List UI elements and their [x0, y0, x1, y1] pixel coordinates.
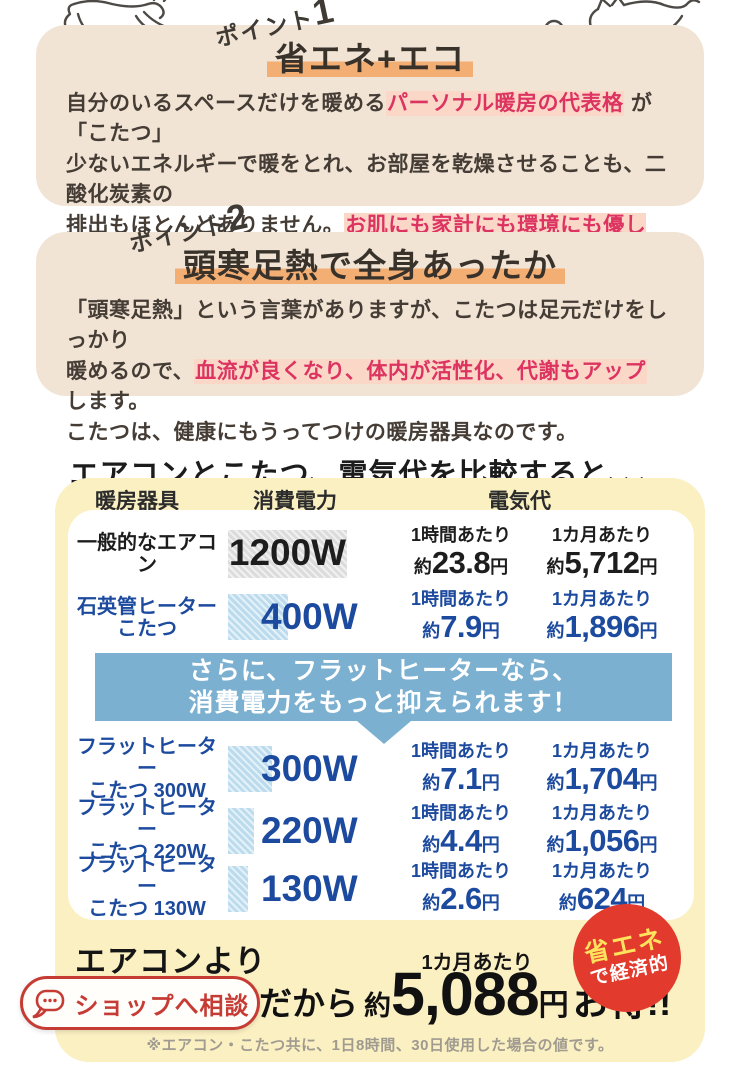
flat-heater-banner: さらに、フラットヒーターなら、 消費電力をもっと抑えられます！ — [95, 653, 672, 721]
point2-title: 頭寒足熱で全身あったか — [66, 246, 674, 286]
header-cost: 電気代 — [488, 490, 551, 513]
savings-period-label: 1カ月あたり — [421, 952, 533, 974]
per-hour-label: 1時間あたり — [410, 741, 511, 761]
consult-shop-label: ショップへ相談 — [74, 992, 250, 1020]
point2-section: ポイント2 頭寒足熱で全身あったか 「頭寒足熱」という言葉がありますが、こたつは… — [36, 195, 704, 444]
cost-per-month: 1カ月あたり 約5,712円 — [546, 525, 658, 580]
per-month-label: 1カ月あたり — [551, 589, 652, 609]
cost-per-month: 1カ月あたり 約1,056円 — [546, 803, 658, 858]
power-value: 400W — [261, 596, 358, 637]
header-appliance: 暖房器具 — [95, 490, 179, 513]
point1-title: 省エネ+エコ — [66, 39, 674, 79]
appliance-name: フラットヒーター こたつ 130W — [77, 854, 217, 920]
per-month-label: 1カ月あたり — [551, 861, 652, 881]
per-month-label: 1カ月あたり — [551, 741, 652, 761]
savings-amount: 5,088 — [391, 960, 540, 1028]
point1-section: ポイント1 省エネ+エコ 自分のいるスペースだけを暖めるパーソナル暖房の代表格 … — [36, 0, 704, 298]
point2-text-line2: 暖めるので、血流が良くなり、体内が活性化、代謝もアップ します。 — [66, 358, 647, 414]
appliance-name: 石英管ヒーター こたつ — [77, 596, 217, 640]
per-hour-label: 1時間あたり — [410, 861, 511, 881]
appliance-name: 一般的なエアコン — [77, 532, 217, 576]
power-bar — [228, 808, 254, 854]
power-value: 130W — [261, 868, 358, 909]
power-value: 1200W — [228, 532, 347, 573]
power-bar — [228, 746, 272, 792]
power-value: 300W — [261, 748, 358, 789]
per-hour-label: 1時間あたり — [410, 589, 511, 609]
power-bar — [228, 594, 288, 640]
table-row: 石英管ヒーター こたつ 400W 1時間あたり 約7.9円 1カ月あたり 約1,8… — [68, 586, 694, 650]
appliance-name: フラットヒーター こたつ 220W — [77, 797, 217, 863]
table-row: フラットヒーター こたつ 220W 220W 1時間あたり 約4.4円 1カ月あた… — [68, 797, 694, 863]
savings-lead: エアコンより — [75, 944, 267, 979]
point2-text-line3: こたつは、健康にもうってつけの暖房器具なのです。 — [66, 420, 578, 444]
table-body: 一般的なエアコン 1200W 1時間あたり 約23.8円 1カ月あたり 約5,7… — [68, 510, 694, 920]
comparison-table: 暖房器具 消費電力 電気代 一般的なエアコン 1200W 1時間あたり 約23.… — [55, 478, 705, 1062]
power-value: 220W — [261, 810, 358, 851]
table-row: フラットヒーター こたつ 130W 130W 1時間あたり 約2.6円 1カ月あた… — [68, 854, 694, 920]
table-row: フラットヒーター こたつ 300W 300W 1時間あたり 約7.1円 1カ月あた… — [68, 736, 694, 802]
cost-per-hour: 1時間あたり 約2.6円 — [410, 861, 511, 916]
cost-per-hour: 1時間あたり 約7.1円 — [410, 741, 511, 796]
power-bar — [228, 530, 347, 578]
power-bar — [228, 866, 248, 912]
per-hour-label: 1時間あたり — [410, 803, 511, 823]
header-power: 消費電力 — [253, 490, 337, 513]
cost-per-month: 1カ月あたり 約1,704円 — [546, 741, 658, 796]
point1-text-line1: 自分のいるスペースだけを暖めるパーソナル暖房の代表格 が「こたつ」 — [66, 90, 653, 146]
point1-text-line2: 少ないエネルギーで暖をとれ、お部屋を乾燥させることも、二酸化炭素の — [66, 152, 667, 207]
per-month-label: 1カ月あたり — [551, 525, 652, 545]
cost-per-hour: 1時間あたり 約4.4円 — [410, 803, 511, 858]
per-hour-label: 1時間あたり — [410, 525, 511, 545]
table-header: 暖房器具 消費電力 電気代 — [55, 485, 705, 513]
savings-summary: エアコンより 1カ月あたり だから 約 5,088 円 お得!! 省エネ で経済… — [55, 893, 705, 1062]
table-row: 一般的なエアコン 1200W 1時間あたり 約23.8円 1カ月あたり 約5,7… — [68, 522, 694, 586]
point2-text-line1: 「頭寒足熱」という言葉がありますが、こたつは足元だけをしっかり — [66, 298, 668, 353]
per-month-label: 1カ月あたり — [551, 803, 652, 823]
cost-per-hour: 1時間あたり 約23.8円 — [410, 525, 511, 580]
cost-per-hour: 1時間あたり 約7.9円 — [410, 589, 511, 644]
cost-per-month: 1カ月あたり 約1,896円 — [546, 589, 658, 644]
consult-shop-button[interactable]: ショップへ相談 — [20, 976, 260, 1030]
speech-bubble-icon — [31, 989, 64, 1019]
appliance-name: フラットヒーター こたつ 300W — [77, 736, 217, 802]
usage-footnote: ※エアコン・こたつ共に、1日8時間、30日使用した場合の値です。 — [146, 1037, 614, 1054]
